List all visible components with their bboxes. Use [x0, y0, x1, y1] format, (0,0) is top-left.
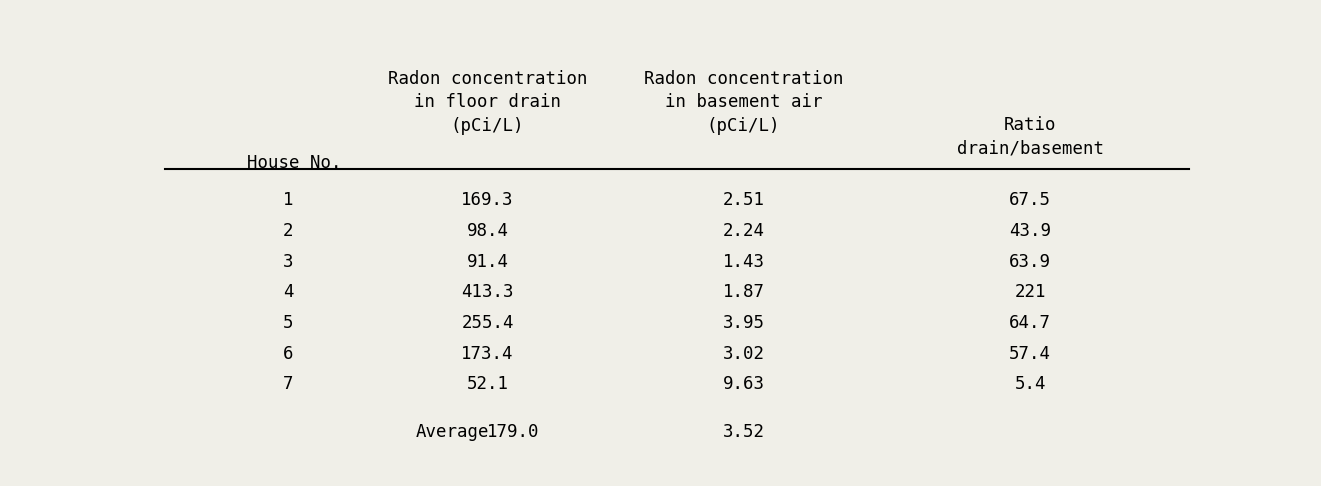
- Text: 221: 221: [1015, 283, 1046, 301]
- Text: 6: 6: [283, 345, 293, 363]
- Text: 3.52: 3.52: [723, 423, 765, 441]
- Text: 67.5: 67.5: [1009, 191, 1052, 209]
- Text: 5.4: 5.4: [1015, 375, 1046, 393]
- Text: 3.02: 3.02: [723, 345, 765, 363]
- Text: 4: 4: [283, 283, 293, 301]
- Text: 2.24: 2.24: [723, 222, 765, 240]
- Text: 2.51: 2.51: [723, 191, 765, 209]
- Text: 1.43: 1.43: [723, 253, 765, 271]
- Text: 43.9: 43.9: [1009, 222, 1052, 240]
- Text: 413.3: 413.3: [461, 283, 514, 301]
- Text: 91.4: 91.4: [466, 253, 509, 271]
- Text: Ratio
drain/basement: Ratio drain/basement: [956, 116, 1104, 158]
- Text: Radon concentration
in floor drain
(pCi/L): Radon concentration in floor drain (pCi/…: [388, 69, 588, 135]
- Text: House No.: House No.: [247, 154, 342, 172]
- Text: 3: 3: [283, 253, 293, 271]
- Text: 179.0: 179.0: [487, 423, 539, 441]
- Text: 3.95: 3.95: [723, 314, 765, 332]
- Text: 63.9: 63.9: [1009, 253, 1052, 271]
- Text: 169.3: 169.3: [461, 191, 514, 209]
- Text: 255.4: 255.4: [461, 314, 514, 332]
- Text: Radon concentration
in basement air
(pCi/L): Radon concentration in basement air (pCi…: [643, 69, 843, 135]
- Text: 1.87: 1.87: [723, 283, 765, 301]
- Text: 1: 1: [283, 191, 293, 209]
- Text: 7: 7: [283, 375, 293, 393]
- Text: 64.7: 64.7: [1009, 314, 1052, 332]
- Text: 173.4: 173.4: [461, 345, 514, 363]
- Text: Average: Average: [416, 423, 490, 441]
- Text: 5: 5: [283, 314, 293, 332]
- Text: 2: 2: [283, 222, 293, 240]
- Text: 57.4: 57.4: [1009, 345, 1052, 363]
- Text: 98.4: 98.4: [466, 222, 509, 240]
- Text: 9.63: 9.63: [723, 375, 765, 393]
- Text: 52.1: 52.1: [466, 375, 509, 393]
